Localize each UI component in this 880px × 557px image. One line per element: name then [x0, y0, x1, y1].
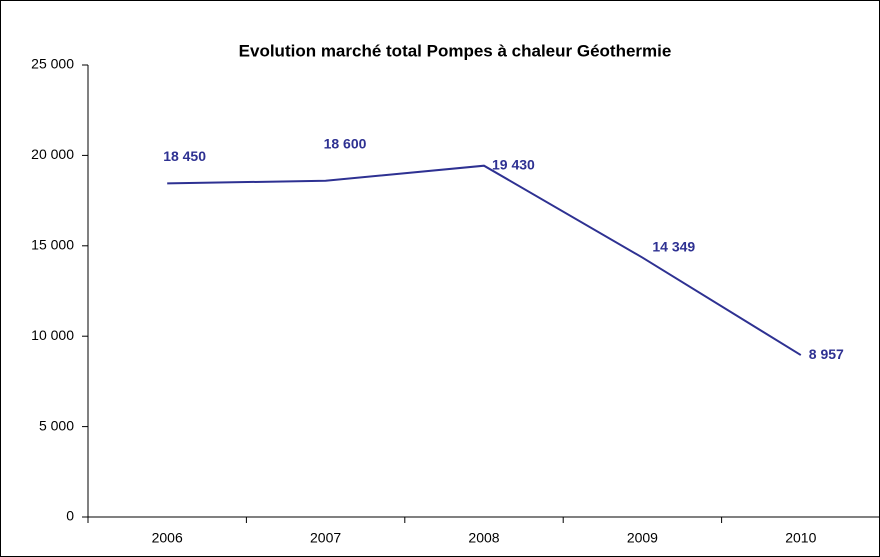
y-tick-label: 0	[66, 508, 74, 524]
x-tick-label: 2006	[152, 530, 183, 546]
data-label: 14 349	[652, 238, 695, 254]
y-tick-label: 15 000	[31, 237, 74, 253]
data-line	[167, 164, 802, 356]
x-tick-label: 2009	[627, 530, 658, 546]
y-tick-label: 20 000	[31, 146, 74, 162]
chart-title: Evolution marché total Pompes à chaleur …	[239, 41, 672, 60]
data-label: 19 430	[492, 156, 535, 172]
x-tick-label: 2007	[310, 530, 341, 546]
data-label: 18 600	[324, 135, 367, 151]
data-label: 18 450	[163, 148, 206, 164]
y-tick-label: 5 000	[39, 417, 74, 433]
y-tick-label: 10 000	[31, 327, 74, 343]
x-tick-label: 2008	[468, 530, 499, 546]
y-tick-label: 25 000	[31, 56, 74, 72]
data-label: 8 957	[809, 346, 844, 362]
x-tick-label: 2010	[785, 530, 816, 546]
